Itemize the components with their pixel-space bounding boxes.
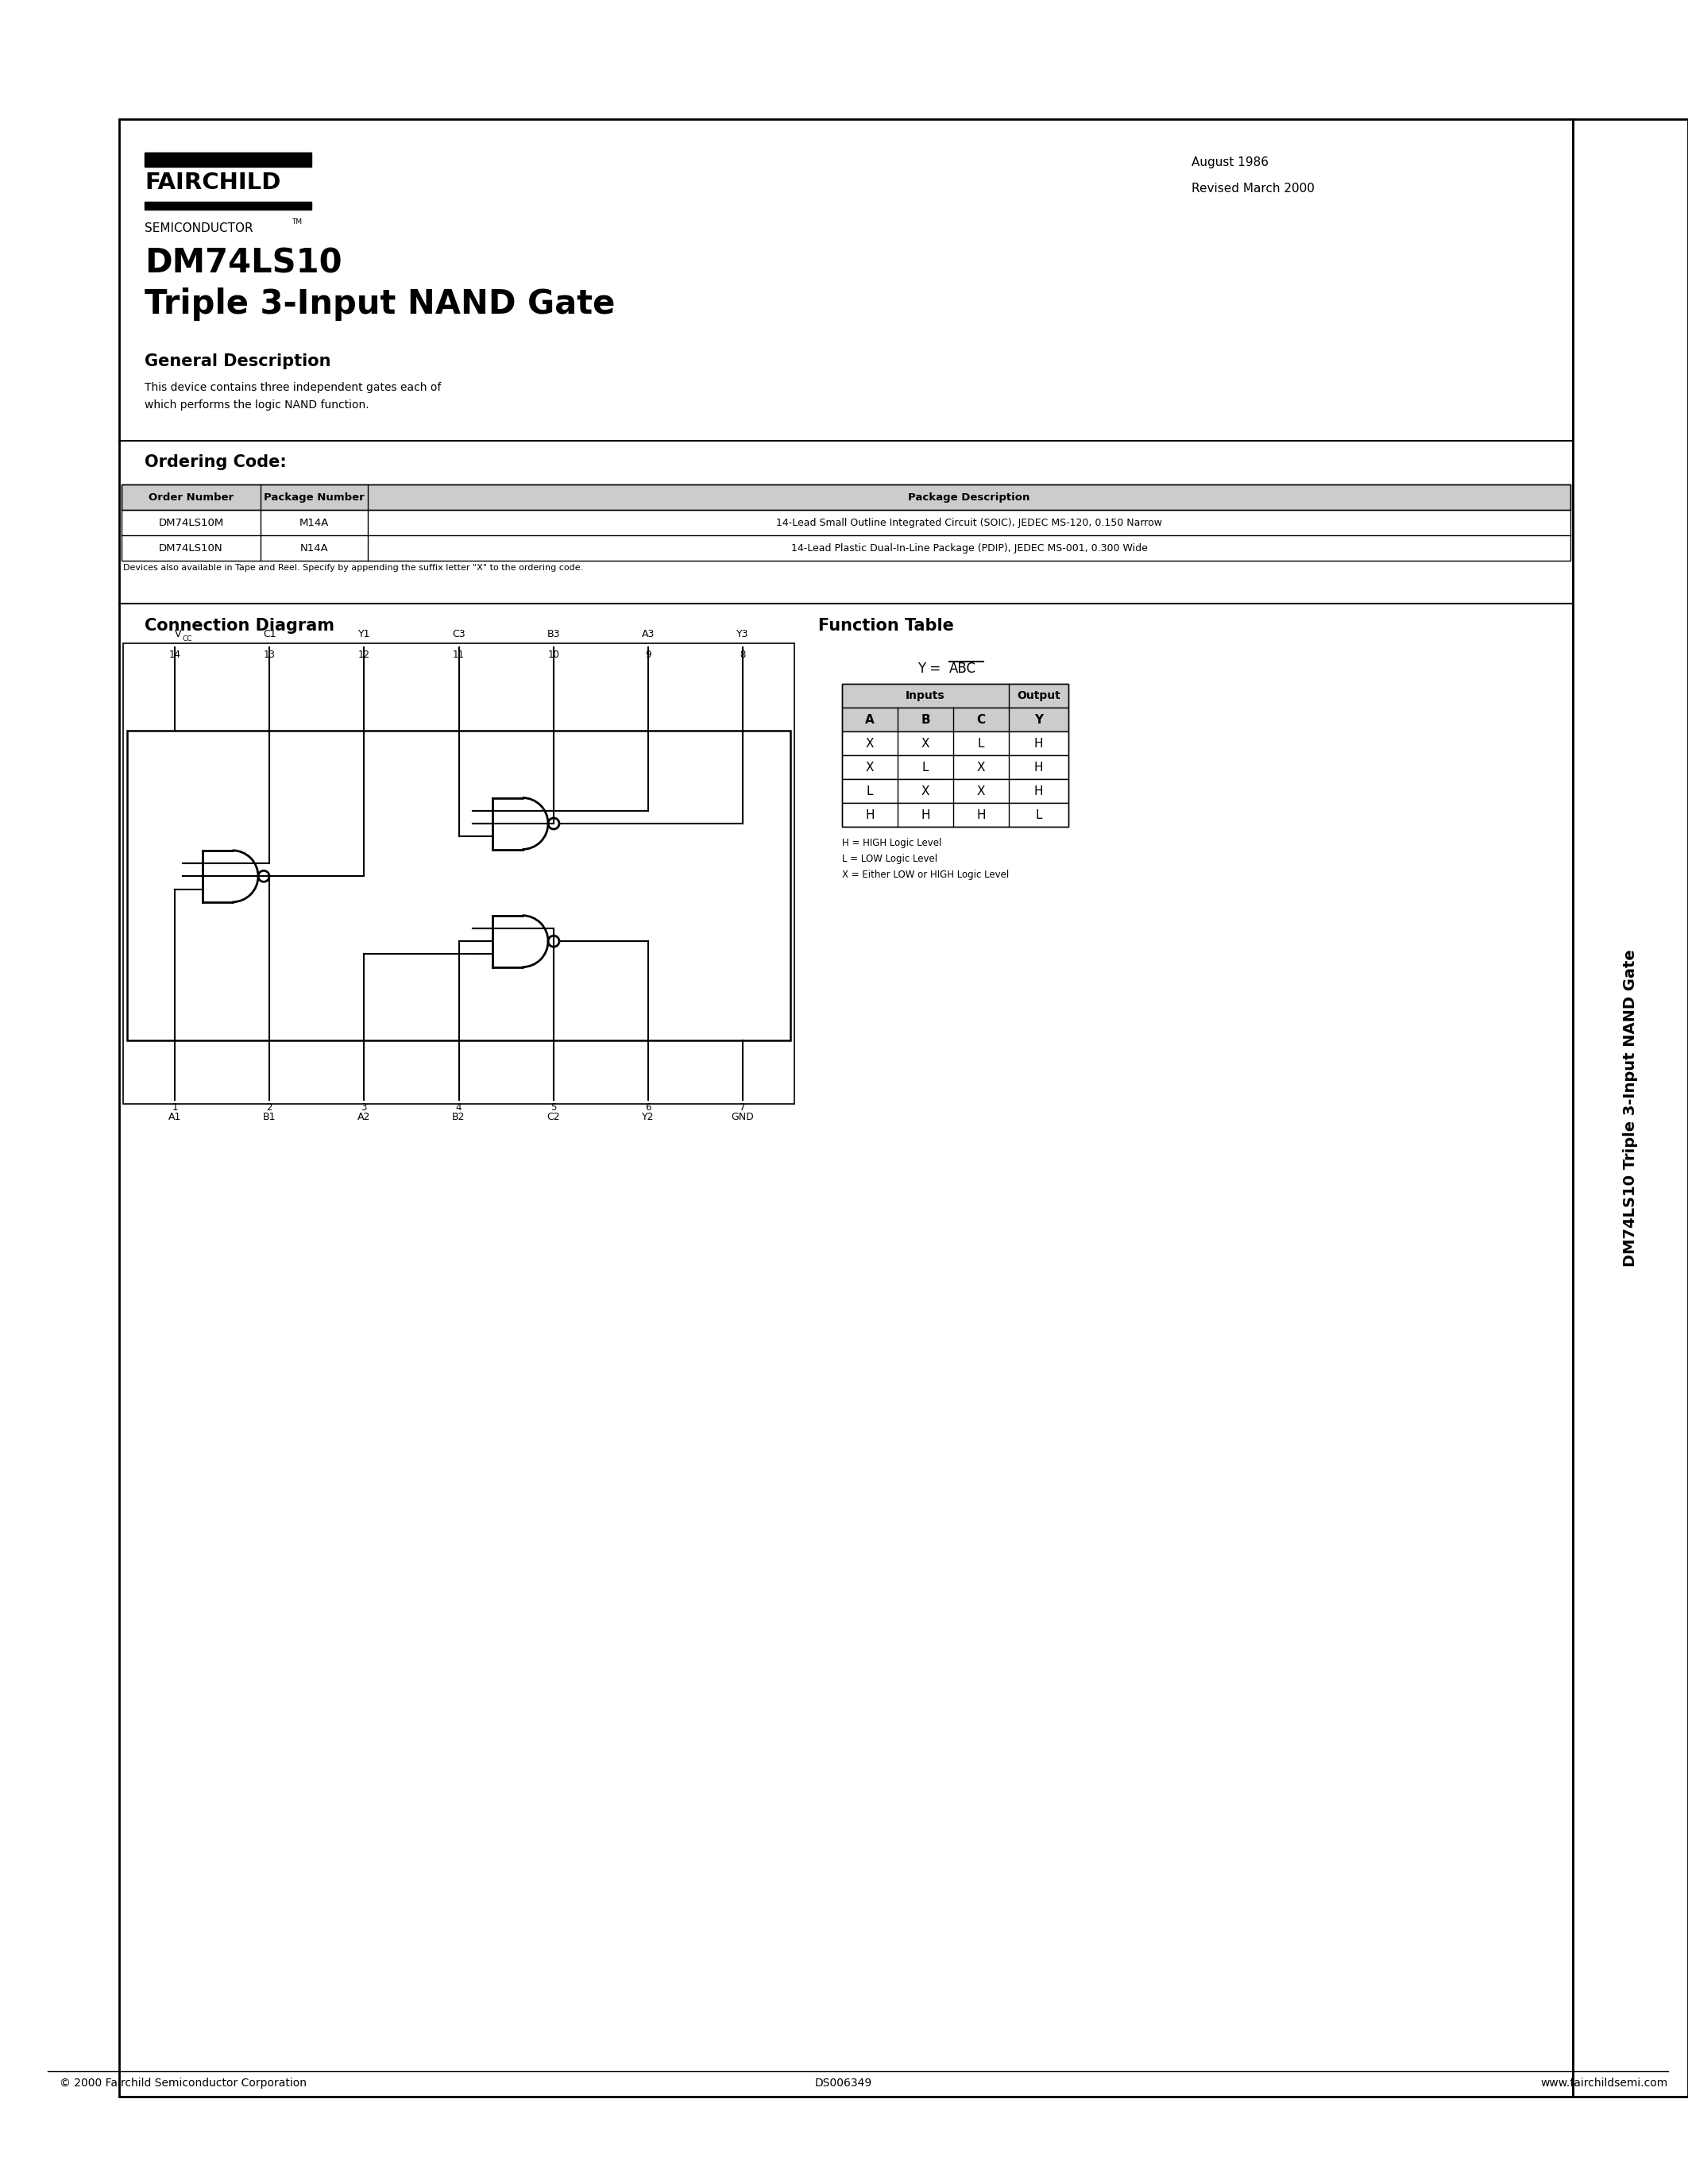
- Text: B1: B1: [263, 1112, 275, 1123]
- Text: V: V: [176, 629, 182, 640]
- Text: 12: 12: [358, 649, 370, 660]
- Bar: [842, 684, 1069, 828]
- Text: A1: A1: [169, 1112, 181, 1123]
- Text: Y3: Y3: [736, 629, 749, 640]
- Text: B3: B3: [547, 629, 560, 640]
- Text: 7: 7: [739, 1103, 746, 1112]
- Text: X = Either LOW or HIGH Logic Level: X = Either LOW or HIGH Logic Level: [842, 869, 1009, 880]
- Text: H: H: [1035, 762, 1043, 773]
- Text: Output: Output: [1016, 690, 1060, 701]
- Text: 1: 1: [172, 1103, 177, 1112]
- Text: TM: TM: [292, 218, 302, 225]
- Text: X: X: [922, 738, 930, 749]
- Text: DM74LS10N: DM74LS10N: [159, 544, 223, 553]
- Text: M14A: M14A: [299, 518, 329, 529]
- Bar: [1573, 120, 1688, 2097]
- Bar: [122, 485, 1570, 509]
- Text: H: H: [866, 808, 874, 821]
- Text: SEMICONDUCTOR: SEMICONDUCTOR: [145, 223, 253, 234]
- Text: www.fairchildsemi.com: www.fairchildsemi.com: [1541, 2077, 1668, 2088]
- Text: Function Table: Function Table: [819, 618, 954, 633]
- Text: Y1: Y1: [358, 629, 370, 640]
- Text: L: L: [922, 762, 928, 773]
- Text: Connection Diagram: Connection Diagram: [145, 618, 334, 633]
- Text: 9: 9: [645, 649, 652, 660]
- Bar: [842, 708, 1069, 732]
- Text: 13: 13: [263, 649, 275, 660]
- Text: H: H: [922, 808, 930, 821]
- Text: General Description: General Description: [145, 354, 331, 369]
- Text: 14-Lead Small Outline Integrated Circuit (SOIC), JEDEC MS-120, 0.150 Narrow: 14-Lead Small Outline Integrated Circuit…: [776, 518, 1161, 529]
- Text: B2: B2: [452, 1112, 466, 1123]
- Text: Order Number: Order Number: [149, 491, 233, 502]
- Bar: [122, 485, 1570, 561]
- Text: GND: GND: [731, 1112, 755, 1123]
- Text: DS006349: DS006349: [815, 2077, 873, 2088]
- Text: A: A: [866, 714, 874, 725]
- Text: Revised March 2000: Revised March 2000: [1192, 183, 1315, 194]
- Text: C2: C2: [547, 1112, 560, 1123]
- Text: X: X: [922, 784, 930, 797]
- Text: H: H: [1035, 738, 1043, 749]
- Text: DM74LS10M: DM74LS10M: [159, 518, 225, 529]
- Text: C: C: [977, 714, 986, 725]
- Text: X: X: [977, 784, 986, 797]
- Text: C1: C1: [263, 629, 277, 640]
- Text: 8: 8: [739, 649, 746, 660]
- Text: FAIRCHILD: FAIRCHILD: [145, 173, 280, 194]
- Text: 2: 2: [267, 1103, 272, 1112]
- Text: Ordering Code:: Ordering Code:: [145, 454, 287, 470]
- Text: L: L: [1035, 808, 1041, 821]
- Text: ABC: ABC: [949, 662, 976, 675]
- Text: Y: Y: [1035, 714, 1043, 725]
- Text: A3: A3: [641, 629, 655, 640]
- Text: Inputs: Inputs: [906, 690, 945, 701]
- Text: X: X: [866, 762, 874, 773]
- Text: CC: CC: [182, 636, 192, 642]
- Text: N14A: N14A: [300, 544, 329, 553]
- Text: H = HIGH Logic Level: H = HIGH Logic Level: [842, 839, 942, 847]
- Bar: [145, 201, 311, 210]
- Text: H: H: [1035, 784, 1043, 797]
- Text: which performs the logic NAND function.: which performs the logic NAND function.: [145, 400, 370, 411]
- Text: L: L: [866, 784, 873, 797]
- Bar: [120, 120, 1573, 2097]
- Text: L: L: [977, 738, 984, 749]
- Text: Package Description: Package Description: [908, 491, 1030, 502]
- Text: X: X: [866, 738, 874, 749]
- Text: 5: 5: [550, 1103, 557, 1112]
- Text: L = LOW Logic Level: L = LOW Logic Level: [842, 854, 937, 865]
- Text: Package Number: Package Number: [263, 491, 365, 502]
- Text: 4: 4: [456, 1103, 463, 1112]
- Text: 14-Lead Plastic Dual-In-Line Package (PDIP), JEDEC MS-001, 0.300 Wide: 14-Lead Plastic Dual-In-Line Package (PD…: [790, 544, 1148, 553]
- Text: 14: 14: [169, 649, 181, 660]
- Bar: [842, 804, 1069, 828]
- Bar: [127, 732, 790, 1040]
- Text: Y2: Y2: [641, 1112, 655, 1123]
- Bar: [842, 780, 1069, 804]
- Bar: [145, 153, 311, 166]
- Text: Devices also available in Tape and Reel. Specify by appending the suffix letter : Devices also available in Tape and Reel.…: [123, 563, 584, 572]
- Text: DM74LS10: DM74LS10: [145, 247, 343, 280]
- Text: 11: 11: [452, 649, 464, 660]
- Text: A2: A2: [358, 1112, 371, 1123]
- Text: X: X: [977, 762, 986, 773]
- Text: 3: 3: [361, 1103, 366, 1112]
- Bar: [842, 684, 1069, 708]
- Text: H: H: [976, 808, 986, 821]
- Text: Triple 3-Input NAND Gate: Triple 3-Input NAND Gate: [145, 288, 614, 321]
- Text: Y =: Y =: [918, 662, 945, 675]
- Text: 6: 6: [645, 1103, 652, 1112]
- Text: August 1986: August 1986: [1192, 157, 1269, 168]
- Text: C3: C3: [452, 629, 466, 640]
- Bar: [842, 756, 1069, 780]
- Bar: [842, 732, 1069, 756]
- Text: 10: 10: [547, 649, 559, 660]
- Text: B: B: [922, 714, 930, 725]
- Text: © 2000 Fairchild Semiconductor Corporation: © 2000 Fairchild Semiconductor Corporati…: [59, 2077, 307, 2088]
- Bar: [123, 644, 795, 1103]
- Text: DM74LS10 Triple 3-Input NAND Gate: DM74LS10 Triple 3-Input NAND Gate: [1622, 950, 1637, 1267]
- Text: This device contains three independent gates each of: This device contains three independent g…: [145, 382, 441, 393]
